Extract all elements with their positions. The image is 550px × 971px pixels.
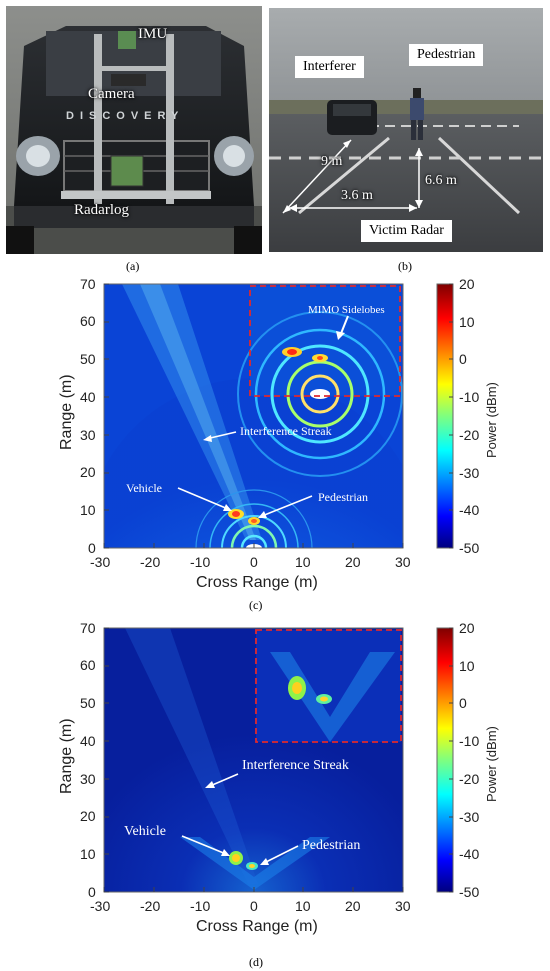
ctick-d: 20 — [459, 620, 475, 636]
heatmap-d: 70 60 50 40 30 20 10 0 -30 -20 -10 0 10 … — [0, 620, 550, 962]
xaxis-label-c: Cross Range (m) — [196, 574, 318, 591]
annotation-pedestrian: Pedestrian — [302, 838, 361, 853]
xtick-c: -30 — [90, 554, 111, 570]
ytick-c: 70 — [80, 276, 96, 292]
annotation-vehicle: Vehicle — [126, 481, 162, 495]
ytick-d: 30 — [80, 771, 96, 787]
xtick-d: 0 — [250, 898, 258, 914]
distance-6-6m: 6.6 m — [425, 173, 457, 188]
ytick-d: 60 — [80, 657, 96, 673]
xtick-d: -30 — [90, 898, 111, 914]
camera-label: Camera — [88, 86, 135, 102]
ytick-c: 10 — [80, 502, 96, 518]
ytick-d: 50 — [80, 695, 96, 711]
ctick-c: -20 — [459, 427, 480, 443]
heatmap-c: 70 60 50 40 30 20 10 0 -30 -20 -10 0 10 … — [0, 276, 550, 618]
annotation-streak: Interference Streak — [242, 758, 349, 773]
caption-c: (c) — [249, 598, 263, 612]
xtick-c: 30 — [395, 554, 411, 570]
ctick-d: -20 — [459, 771, 480, 787]
annotation-streak: Interference Streak — [240, 424, 332, 438]
xtick-c: -20 — [140, 554, 161, 570]
ctick-c: 0 — [459, 351, 467, 367]
scene-photo-drawing — [269, 8, 543, 252]
vehicle-photo-drawing — [6, 6, 262, 254]
ctick-c: -50 — [459, 540, 480, 556]
ytick-d: 20 — [80, 808, 96, 824]
xtick-c: -10 — [190, 554, 211, 570]
ctick-c: -40 — [459, 502, 480, 518]
ytick-d: 40 — [80, 733, 96, 749]
ctick-c: -30 — [459, 465, 480, 481]
caption-b: (b) — [398, 259, 412, 273]
ctick-d: -50 — [459, 884, 480, 900]
ctick-d: -40 — [459, 846, 480, 862]
xtick-d: -10 — [190, 898, 211, 914]
xtick-c: 20 — [345, 554, 361, 570]
colorbar-label-c: Power (dBm) — [484, 382, 499, 458]
ctick-d: 10 — [459, 658, 475, 674]
pedestrian-label: Pedestrian — [409, 44, 484, 66]
ctick-d: 0 — [459, 695, 467, 711]
ytick-c: 60 — [80, 313, 96, 329]
ytick-d: 70 — [80, 620, 96, 636]
ytick-c: 50 — [80, 351, 96, 367]
yaxis-label-c: Range (m) — [58, 374, 75, 450]
heatmap-d-plot — [103, 627, 454, 893]
xtick-d: 20 — [345, 898, 361, 914]
xtick-c: 10 — [295, 554, 311, 570]
vehicle-photo: DISCOVERY IMU Camera Radarlog — [6, 6, 262, 254]
xaxis-label-d: Cross Range (m) — [196, 918, 318, 935]
distance-9m: 9 m — [321, 154, 343, 169]
scene-photo: Interferer Pedestrian Victim Radar 9 m 3… — [269, 8, 543, 252]
imu-label: IMU — [138, 26, 168, 42]
ytick-d: 10 — [80, 846, 96, 862]
colorbar-label-d: Power (dBm) — [484, 726, 499, 802]
ytick-c: 40 — [80, 389, 96, 405]
annotation-vehicle: Vehicle — [124, 824, 166, 839]
ctick-d: -10 — [459, 733, 480, 749]
distance-3-6m: 3.6 m — [341, 188, 373, 203]
victim-radar-label: Victim Radar — [361, 220, 452, 242]
ctick-c: -10 — [459, 389, 480, 405]
xtick-d: 30 — [395, 898, 411, 914]
caption-d: (d) — [249, 955, 263, 969]
annotation-sidelobes: MIMO Sidelobes — [308, 304, 385, 316]
ytick-c: 30 — [80, 427, 96, 443]
grille-lettering: DISCOVERY — [66, 110, 185, 122]
ytick-c: 0 — [88, 540, 96, 556]
ctick-c: 20 — [459, 276, 475, 292]
ctick-c: 10 — [459, 314, 475, 330]
radarlog-label: Radarlog — [74, 202, 129, 218]
ytick-d: 0 — [88, 884, 96, 900]
heatmap-c-plot — [103, 283, 454, 549]
ctick-d: -30 — [459, 809, 480, 825]
yaxis-label-d: Range (m) — [58, 718, 75, 794]
ytick-c: 20 — [80, 464, 96, 480]
xtick-c: 0 — [250, 554, 258, 570]
xtick-d: 10 — [295, 898, 311, 914]
interferer-label: Interferer — [295, 56, 364, 78]
xtick-d: -20 — [140, 898, 161, 914]
annotation-pedestrian: Pedestrian — [318, 490, 368, 504]
caption-a: (a) — [126, 259, 140, 273]
